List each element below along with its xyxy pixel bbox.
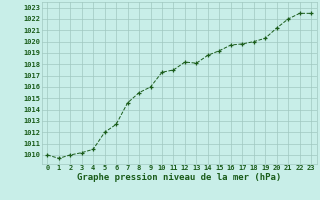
X-axis label: Graphe pression niveau de la mer (hPa): Graphe pression niveau de la mer (hPa) — [77, 173, 281, 182]
